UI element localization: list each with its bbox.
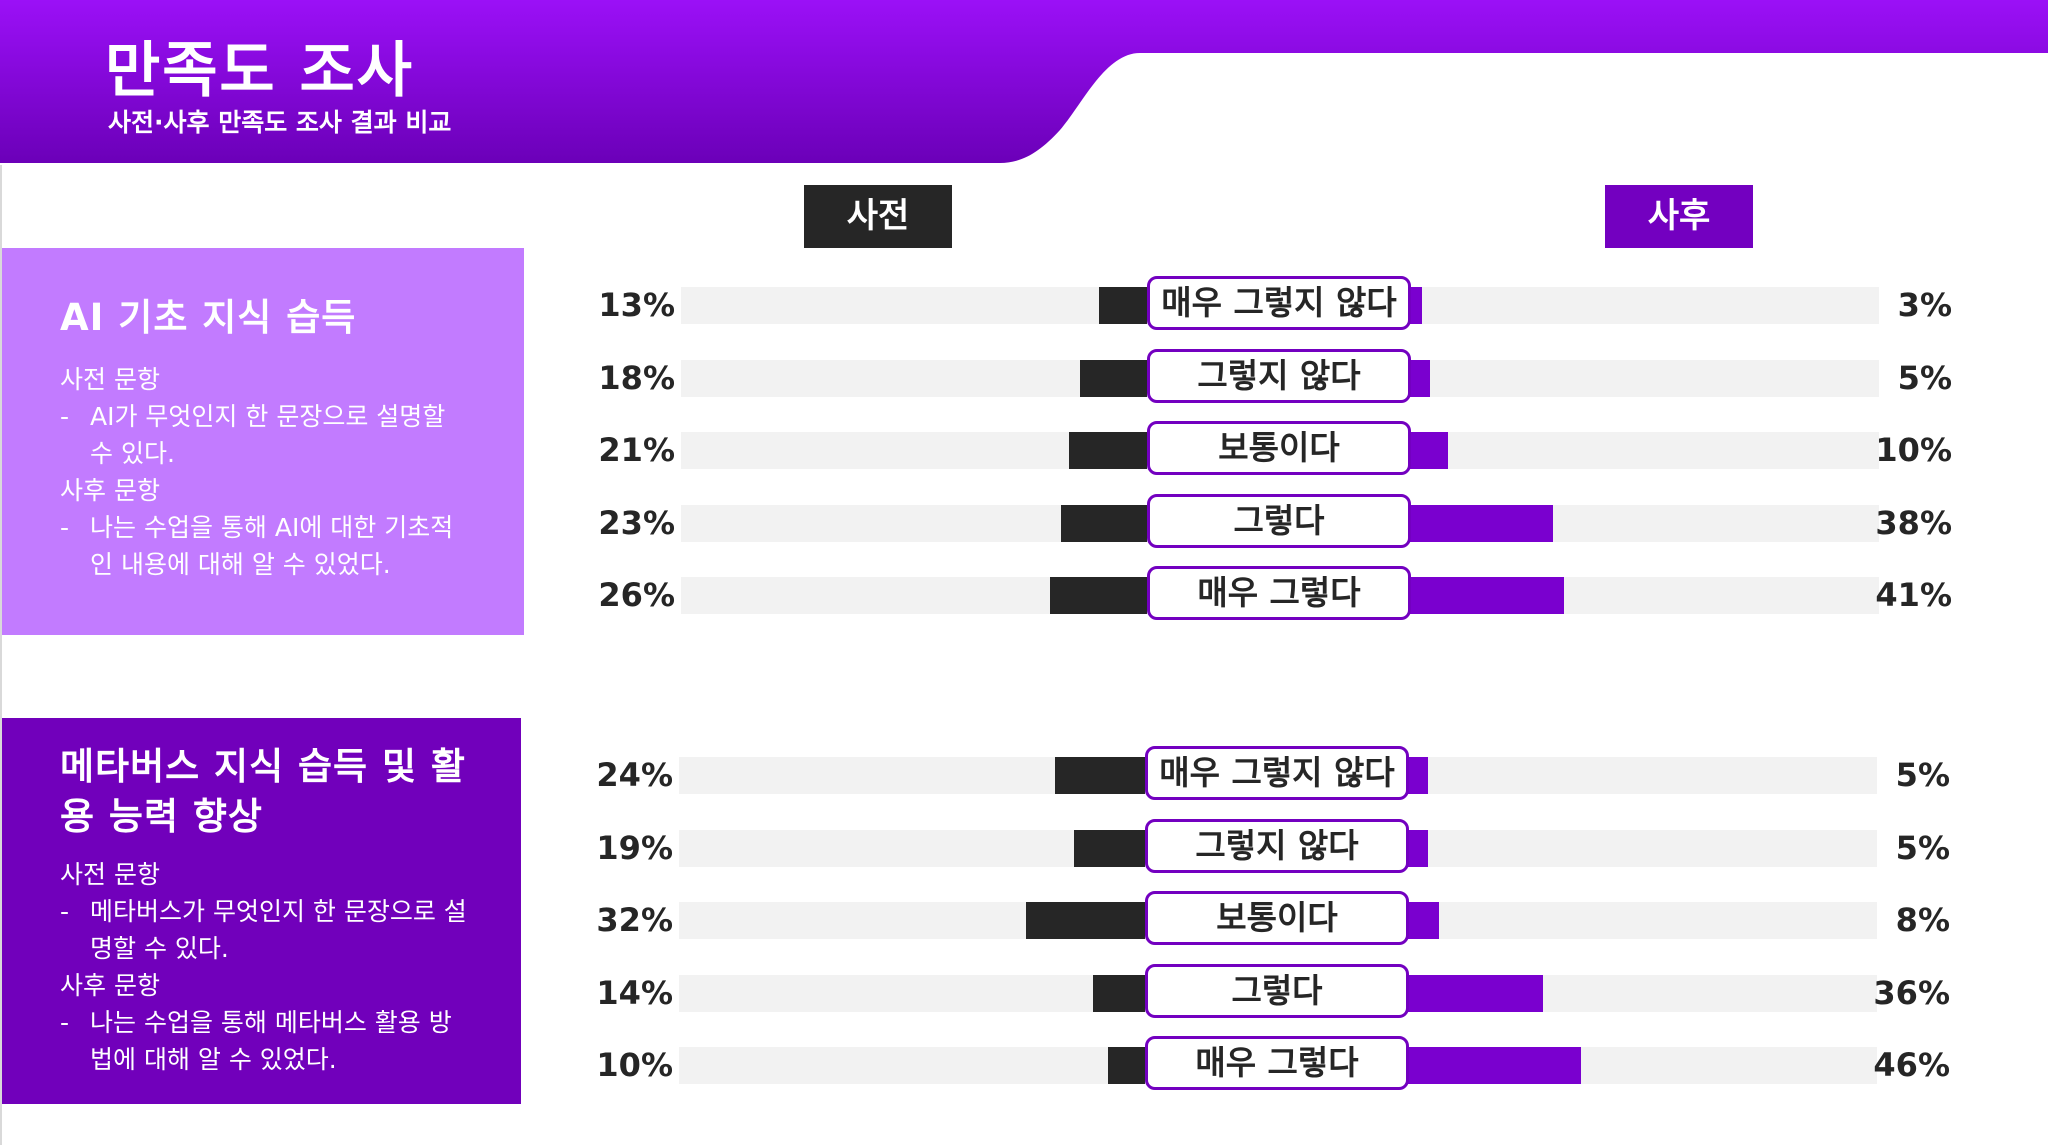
pre-question-label: 사전 문항 [60, 365, 160, 394]
bar-pre [1068, 432, 1147, 469]
bar-pre [1098, 287, 1147, 324]
category-label: 보통이다 [1147, 421, 1411, 475]
value-label-post: 46% [1873, 1046, 1950, 1084]
panel-title: AI 기초 지식 습득 [60, 296, 357, 339]
chart-row: 10% 46% 매우 그렇다 [0, 1022, 2048, 1102]
chart-row: 23% 38% 그렇다 [0, 480, 2048, 560]
value-label-pre: 24% [596, 756, 673, 794]
chart-row: 14% 36% 그렇다 [0, 950, 2048, 1030]
value-label-pre: 18% [598, 358, 675, 397]
value-label-pre: 26% [598, 576, 675, 614]
value-label-pre: 21% [598, 431, 675, 469]
category-label: 매우 그렇지 않다 [1147, 276, 1411, 330]
header-banner: 만족도 조사 사전·사후 만족도 조사 결과 비교 [0, 0, 2048, 165]
value-label-post: 3% [1897, 286, 1952, 324]
page-subtitle: 사전·사후 만족도 조사 결과 비교 [108, 108, 452, 137]
category-label: 그렇지 않다 [1147, 348, 1411, 403]
bar-post [1403, 504, 1553, 542]
category-label: 그렇지 않다 [1145, 818, 1409, 873]
pre-question: AI가 무엇인지 한 문장으로 설명할 수 있다. [60, 398, 470, 472]
column-header-pre: 사전 [804, 185, 952, 248]
bar-pre [1055, 757, 1145, 794]
bar-pre [1079, 359, 1147, 397]
value-label-post: 38% [1875, 503, 1952, 542]
value-label-post: 5% [1895, 756, 1950, 794]
category-label: 매우 그렇다 [1145, 1036, 1409, 1090]
chart-row: 21% 10% 보통이다 [0, 407, 2048, 487]
value-label-pre: 10% [596, 1046, 673, 1084]
category-label: 그렇다 [1145, 963, 1409, 1018]
value-label-pre: 13% [598, 286, 675, 324]
bar-post [1401, 1047, 1581, 1084]
chart-row: 26% 41% 매우 그렇다 [0, 552, 2048, 632]
bar-pre [1061, 504, 1147, 542]
category-label: 보통이다 [1145, 891, 1409, 945]
category-label: 매우 그렇다 [1147, 566, 1411, 620]
panel-ai: AI 기초 지식 습득 사전 문항 AI가 무엇인지 한 문장으로 설명할 수 … [2, 248, 524, 635]
bar-pre [1050, 577, 1147, 614]
pre-question-label: 사전 문항 [60, 860, 160, 889]
category-label: 매우 그렇지 않다 [1145, 746, 1409, 800]
column-header-post: 사후 [1605, 185, 1753, 248]
value-label-post: 5% [1895, 828, 1950, 867]
left-border [0, 165, 2, 1145]
value-label-post: 5% [1897, 358, 1952, 397]
value-label-post: 8% [1895, 901, 1950, 939]
value-label-pre: 14% [596, 973, 673, 1012]
bar-pre [1107, 1047, 1145, 1084]
panel-metaverse: 메타버스 지식 습득 및 활용 능력 향상 사전 문항 메타버스가 무엇인지 한… [2, 718, 521, 1104]
chart-row: 19% 5% 그렇지 않다 [0, 805, 2048, 885]
value-label-post: 41% [1875, 576, 1952, 614]
panel-title: 메타버스 지식 습득 및 활용 능력 향상 [60, 745, 466, 838]
value-label-post: 36% [1873, 973, 1950, 1012]
category-label: 그렇다 [1147, 493, 1411, 548]
value-label-pre: 19% [596, 828, 673, 867]
header-background [0, 0, 2048, 163]
post-question: 나는 수업을 통해 메타버스 활용 방법에 대해 알 수 있었다. [60, 1004, 470, 1078]
pre-question: 메타버스가 무엇인지 한 문장으로 설명할 수 있다. [60, 893, 470, 967]
bar-post [1403, 577, 1564, 614]
bar-pre [1074, 829, 1145, 867]
chart-row: 32% 8% 보통이다 [0, 877, 2048, 957]
page-title: 만족도 조사 [105, 36, 414, 106]
value-label-pre: 23% [598, 503, 675, 542]
value-label-pre: 32% [596, 901, 673, 939]
chart-row: 24% 5% 매우 그렇지 않다 [0, 732, 2048, 812]
bar-pre [1025, 902, 1145, 939]
post-question-label: 사후 문항 [60, 971, 160, 1000]
bar-post [1401, 974, 1544, 1012]
post-question-label: 사후 문항 [60, 476, 160, 505]
value-label-post: 10% [1875, 431, 1952, 469]
chart-row: 13% 3% 매우 그렇지 않다 [0, 262, 2048, 342]
post-question: 나는 수업을 통해 AI에 대한 기초적인 내용에 대해 알 수 있었다. [60, 509, 470, 583]
bar-pre [1092, 974, 1145, 1012]
chart-row: 18% 5% 그렇지 않다 [0, 335, 2048, 415]
